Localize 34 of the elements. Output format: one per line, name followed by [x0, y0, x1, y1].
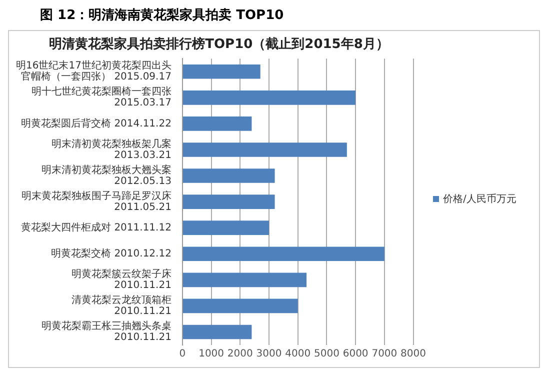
y-tick-label: 明末清初黄花梨独板大翘头案 2012.05.13	[41, 164, 172, 187]
x-tick-label: 5000	[314, 348, 340, 360]
y-tick-label: 明黄花梨交椅 2010.12.12	[51, 247, 172, 260]
x-tick-label: 3000	[256, 348, 282, 360]
x-tick-label: 7000	[372, 348, 398, 360]
y-tick-label: 黄花梨大四件柜成对 2011.11.12	[21, 221, 172, 234]
bar	[182, 142, 347, 157]
bar	[182, 90, 356, 105]
legend-label: 价格/人民币万元	[443, 194, 516, 205]
bar	[182, 324, 252, 340]
chart-title: 图 12：明清海南黄花梨家具拍卖 TOP10	[39, 6, 285, 25]
bar	[182, 272, 307, 288]
bar	[182, 116, 252, 131]
x-tick-label: 8000	[400, 348, 426, 360]
bar	[182, 220, 270, 235]
y-tick-label: 明黄花梨霸王枨三抽翘头条桌 2010.11.21	[41, 320, 172, 344]
y-tick-label: 明十七世纪黄花梨圈椅一套四张 2015.03.17	[31, 86, 172, 109]
bar	[182, 168, 275, 183]
x-tick-label: 4000	[285, 348, 311, 360]
y-tick-label: 清黄花梨云龙纹顶箱柜 2010.11.21	[71, 294, 172, 318]
y-tick-label: 明末清初黄花梨独板架几案 2013.03.21	[51, 138, 172, 161]
x-tick-label: 1000	[198, 348, 224, 360]
y-tick-label: 明黄花梨簇云纹架子床 2010.11.21	[71, 268, 172, 292]
y-tick-label: 明黄花梨圆后背交椅 2014.11.22	[21, 117, 172, 130]
chart-subtitle: 明清黄花梨家具拍卖排行榜TOP10（截止到2015年8月）	[49, 36, 389, 52]
bar	[182, 298, 298, 314]
x-tick-label: 0	[179, 348, 186, 360]
bar	[182, 64, 260, 79]
x-tick-label: 2000	[227, 348, 253, 360]
y-tick-label: 明末黄花梨独板围子马蹄足罗汉床 2011.05.21	[21, 190, 172, 213]
x-tick-label: 6000	[342, 348, 368, 360]
y-tick-label: 明16世纪末17世纪初黄花梨四出头官帽椅（一套四张） 2015.09.17	[16, 60, 172, 83]
bar	[182, 194, 275, 209]
bar	[182, 246, 384, 262]
